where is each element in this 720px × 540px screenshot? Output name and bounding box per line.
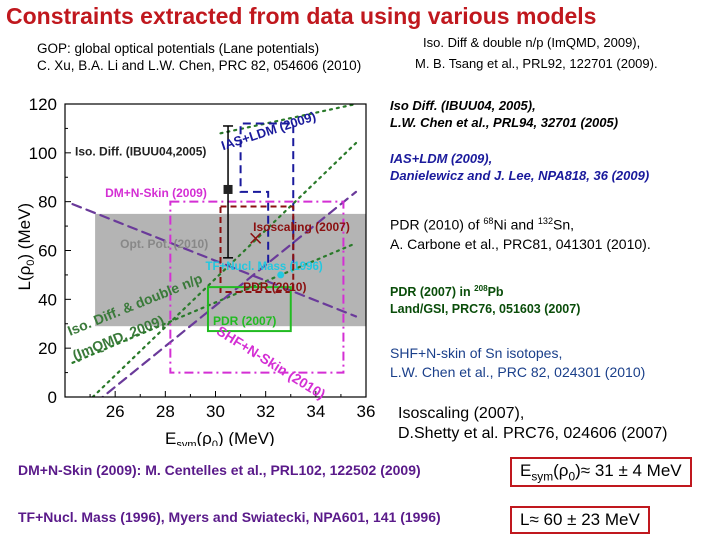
esym-result-sub: sym <box>531 469 554 484</box>
esym-result-E: E <box>520 461 532 480</box>
x-axis-title: Esym(ρ0) (MeV) <box>165 429 275 446</box>
ias-reference: IAS+LDM (2009), Danielewicz and J. Lee, … <box>390 150 649 184</box>
pdr2010-sn: Sn, <box>553 216 575 233</box>
ias-ldm-polygon <box>239 122 295 263</box>
pdr2007-label: PDR (2007) <box>213 314 276 328</box>
pdr2010-label: PDR (2010) <box>243 280 306 294</box>
isoscaling-reference: Isoscaling (2007), D.Shetty et al. PRC76… <box>398 404 668 444</box>
ibuu-label: Iso. Diff. (IBUU04,2005) <box>75 144 206 158</box>
pdr2010-rect <box>219 205 295 294</box>
pdr2007-pb-mass: 208 <box>474 284 488 293</box>
x-tick-label: 26 <box>106 402 125 421</box>
ibuu-reference: Iso Diff. (IBUU04, 2005), L.W. Chen et a… <box>390 97 618 131</box>
shf-line2: L.W. Chen et al., PRC 82, 024301 (2010) <box>390 364 646 380</box>
isodiff-imqmd-line2: M. B. Tsang et al., PRL92, 122701 (2009)… <box>415 56 658 71</box>
pdr2010-ni-mass: 68 <box>483 216 494 226</box>
constraint-line-4 <box>100 190 358 397</box>
shf-line1: SHF+N-skin of Sn isotopes, <box>390 345 563 361</box>
constraint-line-2 <box>91 141 358 397</box>
y-tick-label: 120 <box>29 95 57 114</box>
ias-line1: IAS+LDM (2009), <box>390 151 493 166</box>
constraint-line-1 <box>71 242 358 364</box>
ibuu-line2: L.W. Chen et al., PRL94, 32701 (2005) <box>390 115 619 130</box>
ibuu-point <box>223 184 233 194</box>
ibuu-line1: Iso Diff. (IBUU04, 2005), <box>390 98 536 113</box>
x-tick-label: 30 <box>206 402 225 421</box>
pdr2007-rect <box>206 286 292 333</box>
x-tick-label: 32 <box>256 402 275 421</box>
pdr2010-ni: Ni and <box>493 216 538 233</box>
line-group <box>71 104 358 397</box>
isoscaling-label: Isoscaling (2007) <box>253 220 350 234</box>
tf-label: TF+Nucl. Mass (1996) <box>205 261 322 273</box>
y-tick-label: 0 <box>48 388 57 407</box>
x-tick-label: 36 <box>357 402 376 421</box>
esym-result-value: )≈ 31 ± 4 MeV <box>575 461 682 480</box>
esym-result-box: Esym(ρ0)≈ 31 ± 4 MeV <box>510 457 692 488</box>
esym-result-rho: (ρ <box>553 461 569 480</box>
opt-pot-label: Opt. Pot. (2010) <box>120 237 208 251</box>
y-tick-label: 80 <box>38 193 57 212</box>
dm-nskin-label: DM+N-Skin (2009) <box>105 186 207 200</box>
esym-result-sub0: 0 <box>568 469 576 484</box>
shf-label: SHF+N-Skin (2010) <box>214 322 328 402</box>
y-tick-label: 60 <box>38 242 57 261</box>
gop-reference: GOP: global optical potentials (Lane pot… <box>37 40 361 74</box>
dmn-reference: DM+N-Skin (2009): M. Centelles et al., P… <box>18 462 421 478</box>
constraint-chart: 26 28 30 32 34 36 0 20 40 60 80 100 120 Esym(ρ0) (MeV… <box>15 95 376 446</box>
x-tick-label: 34 <box>306 402 325 421</box>
l-result-box: L≈ 60 ± 23 MeV <box>510 506 650 534</box>
y-tick-label: 40 <box>38 290 57 309</box>
isoscaling-marker-b <box>250 232 262 244</box>
pdr2007-line2: Land/GSI, PRC76, 051603 (2007) <box>390 302 581 317</box>
shf-reference: SHF+N-skin of Sn isotopes, L.W. Chen et … <box>390 344 645 382</box>
gop-line2: C. Xu, B.A. Li and L.W. Chen, PRC 82, 05… <box>37 58 362 73</box>
tf-point <box>277 271 285 279</box>
constraint-line-0 <box>219 104 358 135</box>
dm-nskin-rect <box>169 200 345 374</box>
isoscaling-line2: D.Shetty et al. PRC76, 024606 (2007) <box>398 425 668 442</box>
isoscaling-line1: Isoscaling (2007), <box>398 405 525 422</box>
pdr2007-line1: PDR (2007) in 208Pb <box>390 280 580 301</box>
y-axis-title: L(ρ0) (MeV) <box>15 203 37 291</box>
x-tick-label: 28 <box>156 402 175 421</box>
pdr2010-sn-mass: 132 <box>537 216 554 226</box>
isodiff-imqmd-reference: Iso. Diff & double n/p (ImQMD, 2009), M.… <box>415 34 658 72</box>
pdr2010-reference: PDR (2010) of 68Ni and 132Sn, A. Carbone… <box>390 212 651 254</box>
y-tick-label: 20 <box>38 339 57 358</box>
constraint-line-3 <box>71 203 358 318</box>
pdr2007-pb: Pb <box>487 285 504 300</box>
pdr2007-reference: PDR (2007) in 208Pb Land/GSI, PRC76, 051… <box>390 280 580 318</box>
isodiff-imqmd-line1: Iso. Diff & double n/p (ImQMD, 2009), <box>423 35 641 50</box>
tf-reference: TF+Nucl. Mass (1996), Myers and Swiateck… <box>18 509 441 525</box>
opt-pot-band <box>95 213 366 327</box>
slide-title: Constraints extracted from data using va… <box>6 3 597 29</box>
y-tick-label: 100 <box>29 144 57 163</box>
ias-line2: Danielewicz and J. Lee, NPA818, 36 (2009… <box>390 168 650 183</box>
pdr2007-prefix: PDR (2007) in <box>390 285 475 300</box>
pdr2010-line1: PDR (2010) of 68Ni and 132Sn, <box>390 212 651 235</box>
gop-line1: GOP: global optical potentials (Lane pot… <box>37 41 320 56</box>
pdr2010-prefix: PDR (2010) of <box>390 216 484 233</box>
pdr2010-line2: A. Carbone et al., PRC81, 041301 (2010). <box>390 235 651 252</box>
